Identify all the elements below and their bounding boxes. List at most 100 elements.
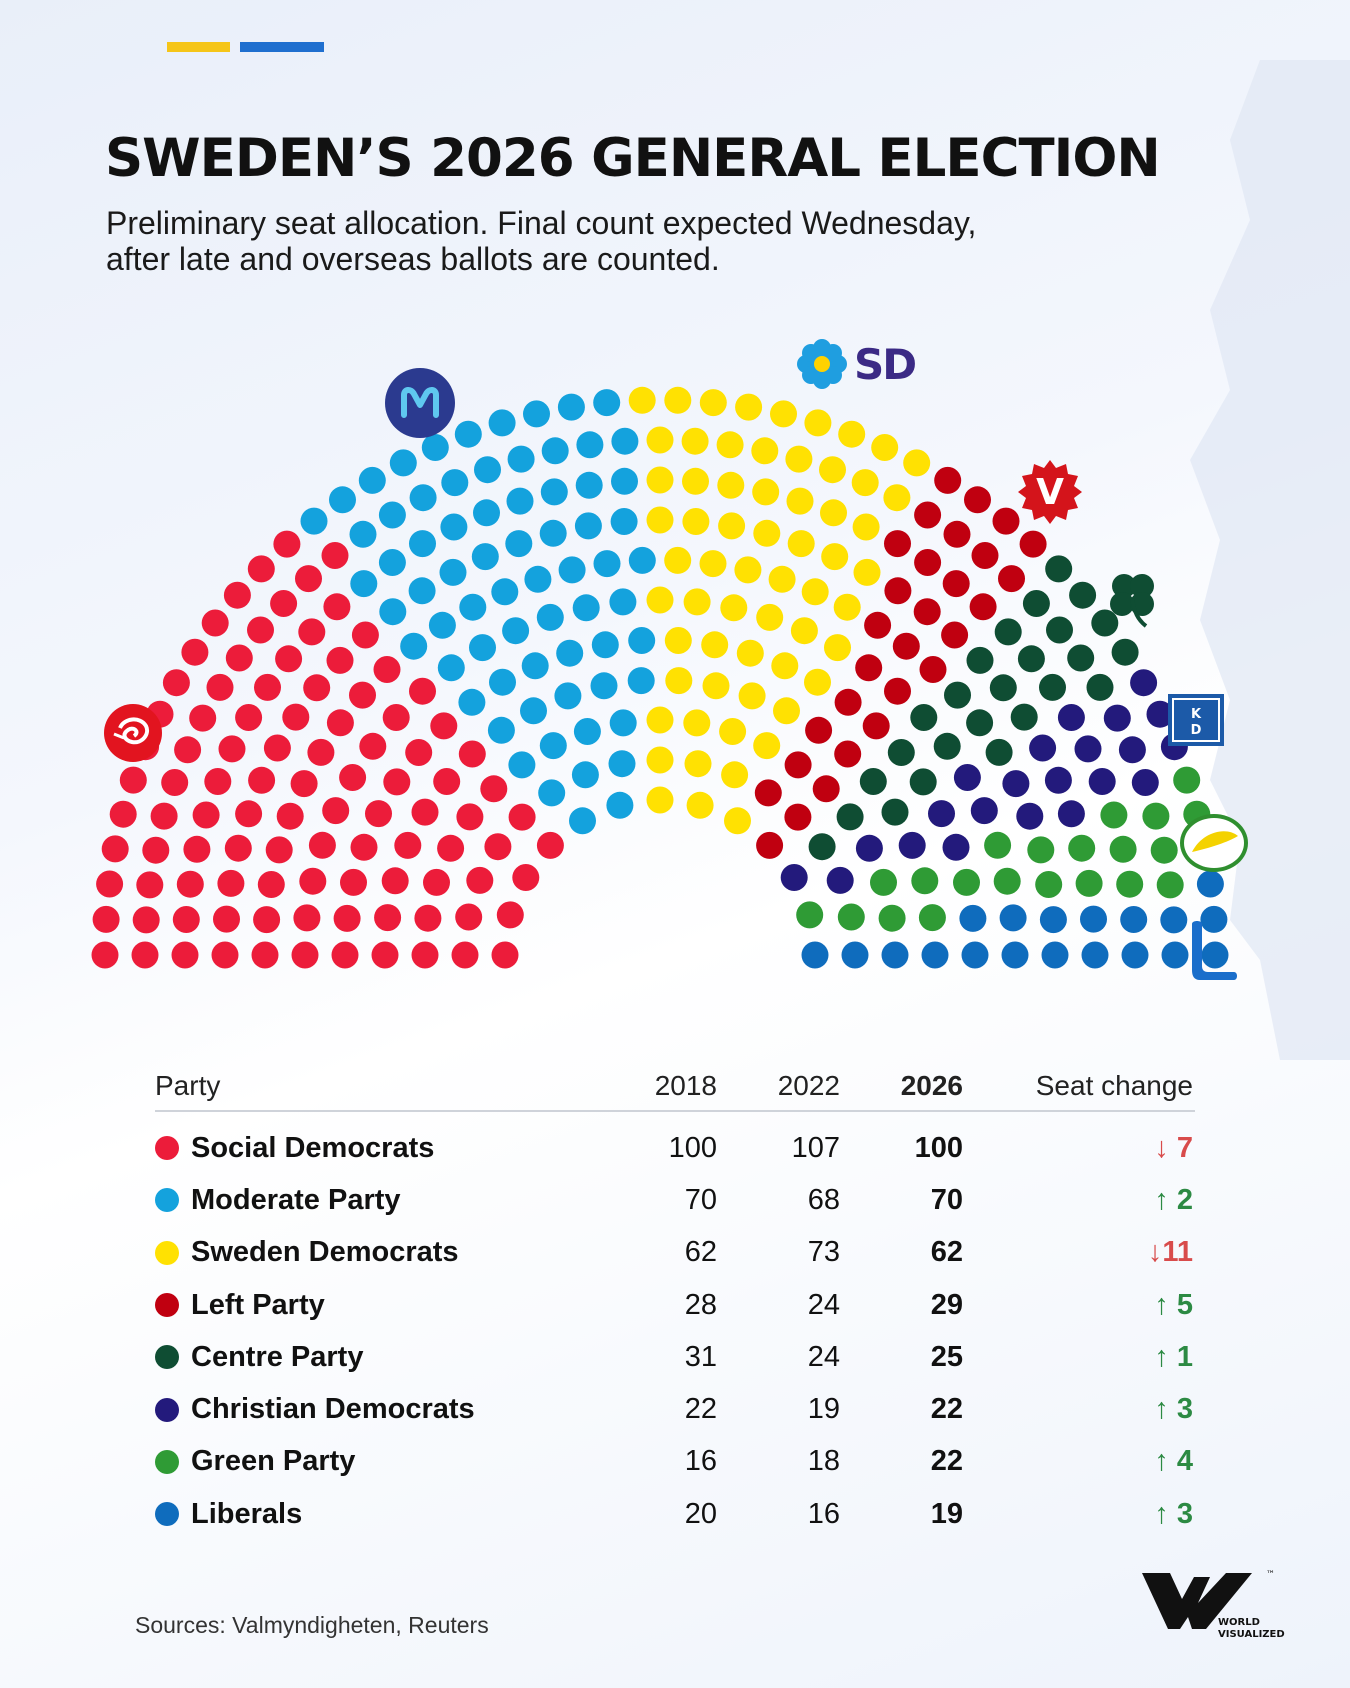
seat-dot [646, 586, 674, 614]
seat-dot [855, 834, 883, 862]
seat-dot [970, 797, 998, 825]
accent-bar-blue [240, 42, 324, 52]
party-name: Left Party [191, 1288, 325, 1321]
seat-dot [826, 866, 854, 894]
seats-2022: 16 [807, 1497, 840, 1530]
seat-dot [1022, 590, 1050, 617]
seat-dot [702, 672, 730, 700]
seat-dot [574, 512, 602, 540]
seat-dot [351, 621, 379, 649]
seat-change: ↑ 4 [1154, 1445, 1193, 1478]
seats-2026: 22 [930, 1393, 963, 1426]
table-header-row: Party 2018 2022 2026 Seat change [155, 1062, 1195, 1112]
seats-2018: 31 [684, 1340, 717, 1373]
seat-dot [884, 530, 911, 558]
seat-dot [984, 831, 1012, 859]
seat-dot [326, 646, 354, 674]
seat-dot [780, 864, 808, 891]
seat-dot [1080, 905, 1107, 933]
seat-dot [409, 530, 436, 558]
seat-dot [293, 904, 321, 932]
v-icon-text: V [1036, 472, 1064, 513]
seat-dot [439, 558, 467, 586]
seat-dot [1081, 941, 1109, 969]
seat-dot [734, 556, 762, 584]
seat-dot [1130, 669, 1158, 697]
seat-dot [881, 941, 909, 969]
seat-dot [1019, 530, 1047, 558]
seat-dot [556, 639, 584, 667]
seat-dot [1002, 770, 1030, 798]
seat-dot [541, 437, 569, 465]
seat-dot [1116, 870, 1144, 898]
seat-dot [819, 456, 846, 484]
seat-dot [971, 542, 999, 569]
party-cell: Left Party [155, 1289, 645, 1322]
seat-dot [892, 632, 920, 660]
seat-dot [265, 836, 293, 864]
seat-dot [837, 903, 865, 931]
seat-dot [1039, 673, 1066, 701]
seat-dot [821, 543, 849, 571]
seat-dot [859, 768, 887, 795]
seat-dot [276, 802, 304, 830]
seat-dot [804, 668, 831, 696]
seat-dot [864, 611, 892, 639]
sources-note: Sources: Valmyndigheten, Reuters [135, 1612, 489, 1638]
seat-dot [699, 550, 727, 578]
seat-dot [303, 674, 331, 702]
seat-dot [884, 577, 912, 605]
seat-dot [572, 594, 600, 622]
seat-dot [870, 868, 897, 896]
seat-dot [394, 831, 422, 859]
parliament-chart [91, 386, 1229, 969]
seat-dot [682, 467, 709, 495]
seat-dot [569, 807, 596, 835]
seat-dot [119, 766, 147, 794]
seat-dot [683, 588, 711, 616]
party-color-dot [155, 1188, 179, 1213]
seat-dot [681, 427, 709, 455]
seat-dot [609, 588, 637, 616]
seat-dot [339, 764, 367, 791]
seat-dot [235, 704, 263, 731]
seat-dot [308, 831, 336, 859]
seat-dot [389, 449, 417, 477]
seat-dot [966, 646, 994, 674]
seat-dot [557, 393, 585, 421]
seat-dot [1001, 941, 1029, 969]
table-row: Centre Party 31 24 25 ↑ 1 [155, 1331, 1195, 1383]
header-2018: 2018 [654, 1070, 717, 1101]
seat-dot [953, 868, 980, 896]
seat-dot [914, 549, 942, 576]
seat-dot [1045, 555, 1073, 583]
seat-dot [350, 833, 378, 861]
seat-dot [322, 797, 350, 825]
seat-dot [183, 835, 211, 863]
seats-2022: 107 [791, 1131, 840, 1164]
m-icon [385, 368, 455, 438]
seats-2018: 100 [668, 1131, 717, 1164]
flower-icon [797, 339, 847, 389]
seat-dot [263, 734, 291, 762]
seat-dot [1109, 835, 1137, 863]
seat-dot [999, 904, 1027, 932]
seat-dot [437, 654, 465, 682]
header-2026: 2026 [900, 1070, 963, 1101]
seat-dot [540, 478, 568, 506]
seat-dot [251, 941, 279, 969]
seats-2018: 16 [684, 1445, 717, 1478]
party-cell: Centre Party [155, 1341, 645, 1374]
seat-dot [326, 709, 354, 737]
seat-dot [833, 593, 861, 621]
seats-2022: 24 [807, 1340, 840, 1373]
seat-dot [934, 466, 962, 494]
seat-dot [455, 903, 483, 931]
seat-dot [469, 634, 496, 662]
seat-dot [487, 716, 515, 744]
seat-dot [132, 906, 160, 934]
seat-dot [254, 673, 281, 701]
world-visualized-logo: WORLD VISUALIZED ™ [1142, 1570, 1285, 1640]
seat-dot [192, 801, 220, 829]
seats-2026: 70 [930, 1183, 963, 1216]
